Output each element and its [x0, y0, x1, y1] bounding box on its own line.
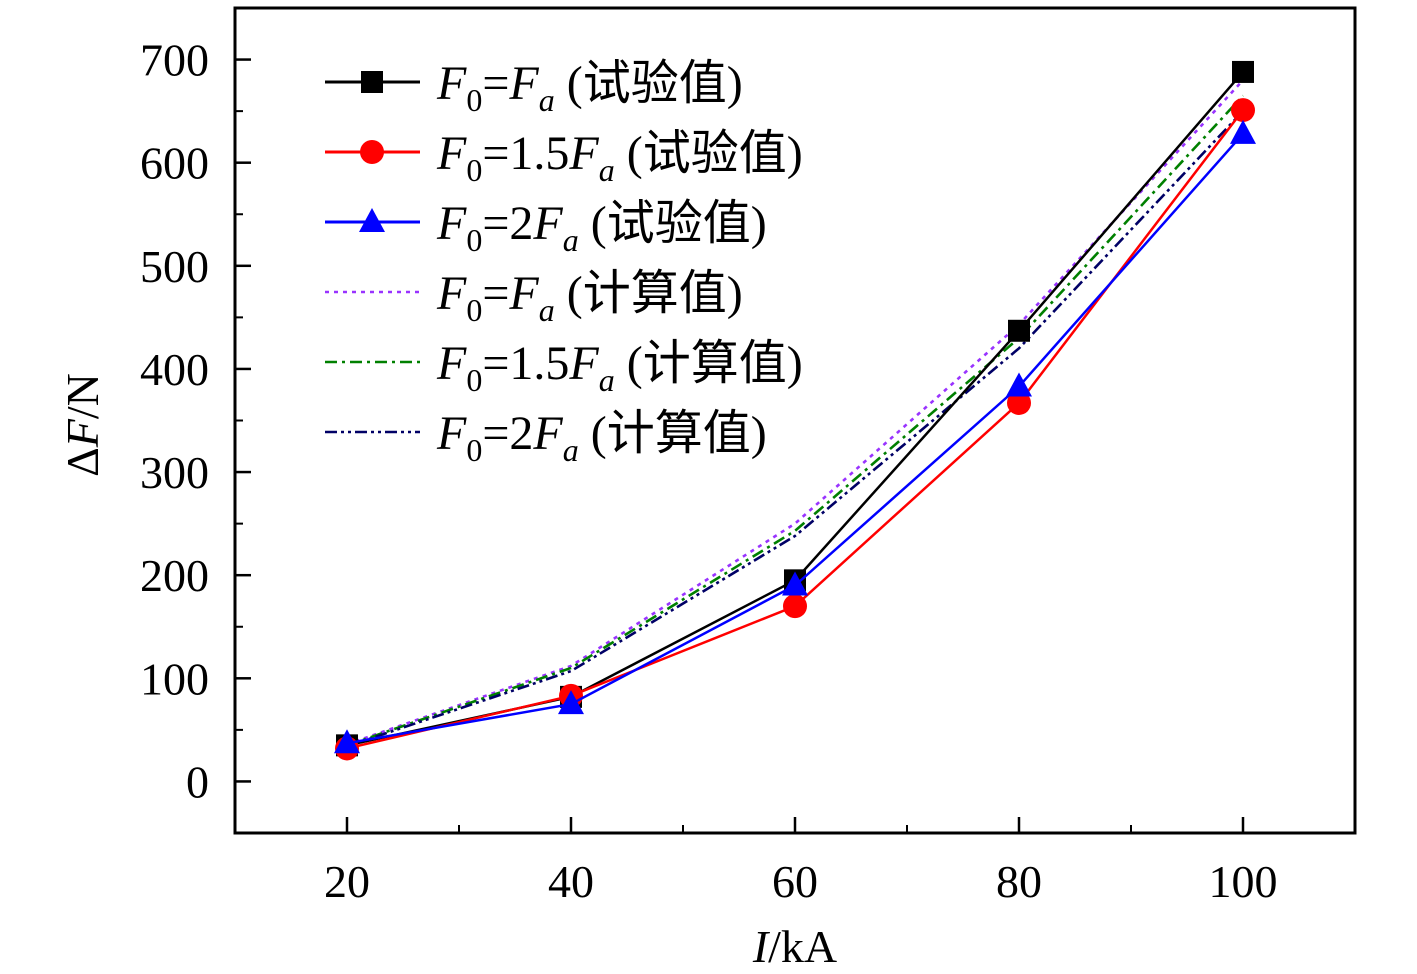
legend-item: F0=1.5Fa (试验值) [325, 127, 803, 188]
data-point [558, 690, 584, 715]
legend-item: F0=2Fa (试验值) [325, 197, 767, 258]
series-6 [346, 110, 1244, 748]
data-point [782, 571, 808, 596]
y-tick-label: 100 [140, 653, 209, 704]
x-tick-label: 20 [324, 856, 370, 907]
x-tick-label: 40 [548, 856, 594, 907]
y-axis-label: ΔF/N [57, 373, 108, 477]
y-tick-label: 500 [140, 241, 209, 292]
series-layer [334, 60, 1256, 761]
y-tick-label: 0 [186, 756, 209, 807]
legend-item: F0=Fa (试验值) [325, 57, 743, 118]
legend-marker [360, 140, 384, 164]
data-point [334, 729, 360, 754]
legend-label: F0=1.5Fa (计算值) [436, 337, 803, 398]
data-point [1232, 60, 1254, 83]
legend-label: F0=2Fa (试验值) [436, 197, 767, 258]
x-axis-label: I/kA [752, 921, 837, 969]
legend-marker [361, 71, 383, 93]
data-point [1230, 119, 1256, 144]
series-line [346, 94, 1244, 747]
legend-item: F0=2Fa (计算值) [325, 407, 767, 468]
legend-item: F0=1.5Fa (计算值) [325, 337, 803, 398]
axes: 0 100 200 300 400 500 600 700 20 40 60 80 100 [140, 35, 1278, 907]
legend: F0=Fa (试验值) F0=1.5Fa (试验值) F0=2Fa (试验值) F0=… [325, 57, 803, 468]
series-line [346, 110, 1244, 748]
y-tick-label: 200 [140, 550, 209, 601]
data-point [1231, 98, 1255, 123]
legend-label: F0=2Fa (计算值) [436, 407, 767, 468]
data-point [783, 594, 807, 619]
data-point [1007, 390, 1031, 415]
y-tick-label: 700 [140, 35, 209, 86]
series-5 [346, 94, 1244, 747]
legend-marker [359, 208, 385, 232]
legend-label: F0=1.5Fa (试验值) [436, 127, 803, 188]
y-tick-label: 300 [140, 447, 209, 498]
x-tick-label: 100 [1209, 856, 1278, 907]
y-tick-label: 400 [140, 344, 209, 395]
series-3 [334, 119, 1256, 754]
legend-item: F0=Fa (计算值) [325, 267, 743, 328]
legend-label: F0=Fa (试验值) [436, 57, 743, 118]
data-point [1008, 319, 1030, 342]
legend-label: F0=Fa (计算值) [436, 267, 743, 328]
y-tick-label: 600 [140, 138, 209, 189]
data-point [1006, 372, 1032, 397]
series-2 [335, 98, 1255, 761]
x-tick-label: 80 [996, 856, 1042, 907]
x-tick-label: 60 [772, 856, 818, 907]
